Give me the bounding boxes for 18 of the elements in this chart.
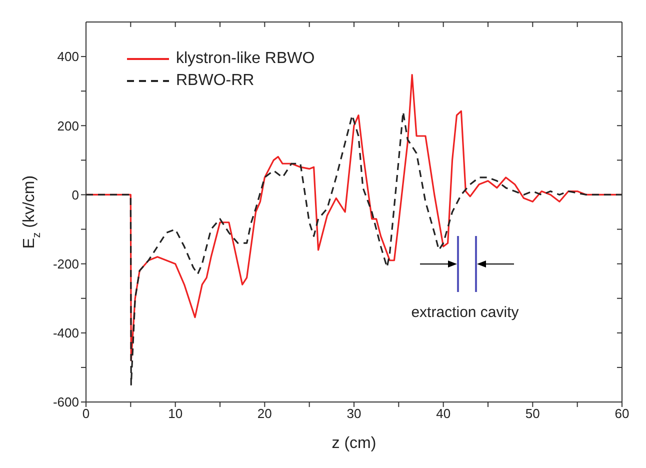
legend-label: klystron-like RBWO: [176, 49, 315, 69]
x-tick-label: 50: [525, 406, 540, 422]
y-tick-label: -400: [52, 326, 79, 341]
line-series: [86, 111, 622, 386]
x-tick-label: 0: [82, 406, 90, 422]
y-tick-label: -200: [52, 256, 79, 272]
y-tick-label: 400: [57, 49, 79, 64]
x-axis-title: z (cm): [332, 435, 376, 452]
x-tick-label: 40: [436, 406, 451, 422]
annotation: extraction cavity: [411, 304, 520, 321]
y-tick-label: 0: [72, 187, 79, 202]
x-tick-label: 20: [257, 406, 272, 422]
legend-label: RBWO-RR: [176, 71, 254, 91]
x-tick-label: 10: [168, 406, 183, 422]
y-tick-label: -600: [52, 394, 79, 410]
x-tick-label: 60: [614, 406, 630, 422]
x-tick-label: 30: [346, 406, 362, 422]
y-tick-label: 200: [57, 118, 79, 134]
